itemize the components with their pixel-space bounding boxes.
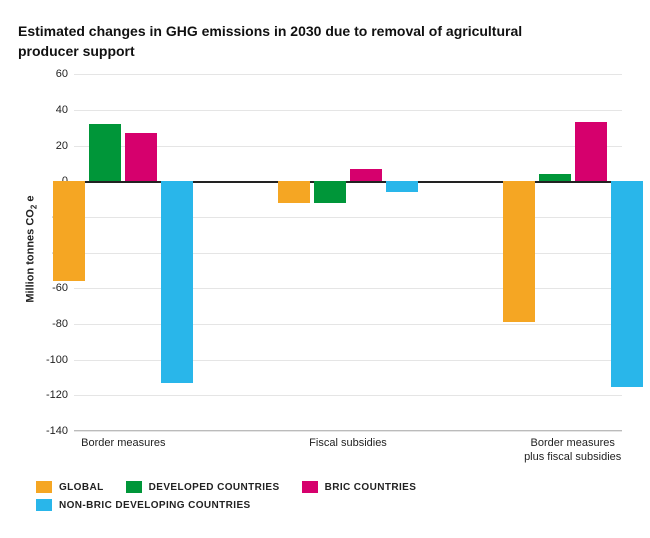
chart-container: FIGURE 3 Estimated changes in GHG emissi… (0, 0, 650, 538)
y-axis-label: Million tonnes CO2 e (25, 196, 39, 303)
category-label: Fiscal subsidies (273, 437, 423, 451)
y-tick-label: -100 (46, 354, 68, 366)
gridline (74, 217, 622, 218)
category-label: Border measures (48, 437, 198, 451)
bar (278, 181, 310, 202)
bar (125, 133, 157, 181)
gridline (74, 288, 622, 289)
bar (539, 174, 571, 181)
y-tick-label: 20 (56, 140, 68, 152)
y-tick-label: 40 (56, 104, 68, 116)
legend-label: GLOBAL (59, 482, 104, 493)
gridline (74, 253, 622, 254)
legend-label: NON-BRIC DEVELOPING COUNTRIES (59, 500, 251, 511)
gridline (74, 431, 622, 432)
legend-item: BRIC COUNTRIES (302, 481, 417, 493)
legend-swatch (36, 499, 52, 511)
y-tick-label: -60 (52, 282, 68, 294)
gridline (74, 110, 622, 111)
legend-label: BRIC COUNTRIES (325, 482, 417, 493)
bar (89, 124, 121, 181)
legend-swatch (36, 481, 52, 493)
bar (161, 181, 193, 383)
legend-item: GLOBAL (36, 481, 104, 493)
y-tick-label: -140 (46, 425, 68, 437)
plot: Million tonnes CO2 e 6040200-20-40-60-80… (18, 67, 632, 467)
y-axis-label-wrap: Million tonnes CO2 e (24, 67, 40, 431)
gridline (74, 395, 622, 396)
legend-label: DEVELOPED COUNTRIES (149, 482, 280, 493)
bar (611, 181, 643, 386)
y-tick-label: -80 (52, 318, 68, 330)
legend-item: NON-BRIC DEVELOPING COUNTRIES (36, 499, 251, 511)
plot-area: 6040200-20-40-60-80-100-120-140Border me… (74, 73, 622, 431)
y-tick-label: 60 (56, 68, 68, 80)
bar (503, 181, 535, 322)
gridline (74, 324, 622, 325)
zero-line (74, 181, 622, 183)
bar (53, 181, 85, 281)
chart-title: Estimated changes in GHG emissions in 20… (18, 22, 538, 61)
legend: GLOBAL DEVELOPED COUNTRIES BRIC COUNTRIES N… (18, 467, 632, 511)
category-label: Border measuresplus fiscal subsidies (498, 437, 648, 465)
bar (386, 181, 418, 192)
gridline (74, 74, 622, 75)
legend-swatch (302, 481, 318, 493)
y-tick-label: -120 (46, 389, 68, 401)
gridline (74, 360, 622, 361)
bar (575, 122, 607, 181)
legend-swatch (126, 481, 142, 493)
bar (350, 169, 382, 181)
bar (314, 181, 346, 202)
legend-item: DEVELOPED COUNTRIES (126, 481, 280, 493)
